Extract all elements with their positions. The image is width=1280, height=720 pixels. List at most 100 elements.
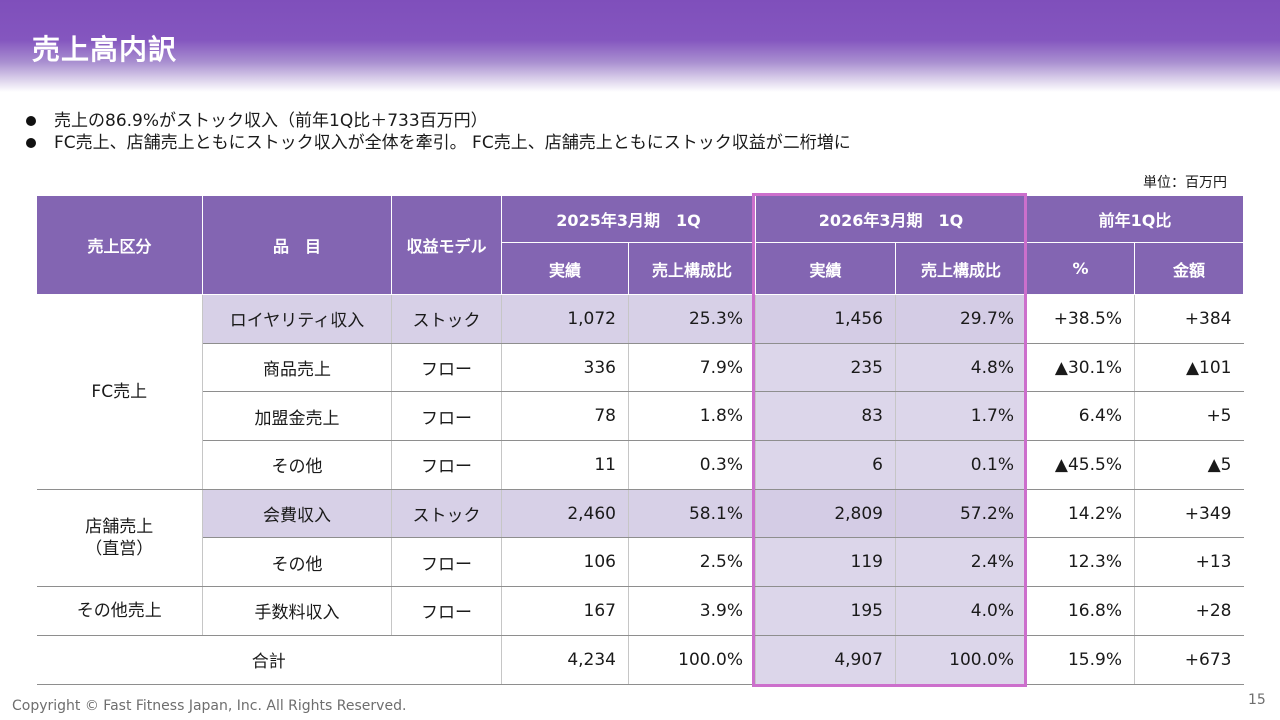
cur-actual-cell: 235 <box>755 343 896 393</box>
model-cell: フロー <box>391 537 502 588</box>
yoy-amount-cell: ▲101 <box>1134 343 1244 393</box>
model-cell: ストック <box>391 489 502 539</box>
title-bar: 売上高内訳 <box>0 0 1280 92</box>
header-cur-period: 2026年3月期 1Q <box>755 195 1027 243</box>
item-cell: ロイヤリティ収入 <box>202 294 392 344</box>
category-store-line2: （直営） <box>85 538 154 559</box>
copyright-footer: Copyright © Fast Fitness Japan, Inc. All… <box>12 698 407 714</box>
cur-actual-cell: 195 <box>755 586 896 636</box>
table-row: 商品売上 フロー 336 7.9% 235 4.8% ▲30.1% ▲101 <box>37 343 1244 393</box>
yoy-amount-cell: +5 <box>1134 391 1244 442</box>
prev-ratio-cell: 2.5% <box>628 537 756 588</box>
unit-label: 単位：百万円 <box>1143 175 1227 191</box>
page-title: 売上高内訳 <box>32 33 178 66</box>
header-item: 品 目 <box>202 195 392 295</box>
prev-ratio-cell: 58.1% <box>628 489 756 539</box>
cur-actual-cell: 119 <box>755 537 896 588</box>
yoy-pct-cell: +38.5% <box>1026 294 1135 344</box>
prev-ratio-cell: 7.9% <box>628 343 756 393</box>
cur-ratio-cell: 4.0% <box>895 586 1027 636</box>
item-cell: その他 <box>202 440 392 490</box>
cur-ratio-cell: 1.7% <box>895 391 1027 442</box>
item-cell: 会費収入 <box>202 489 392 539</box>
header-prev-period: 2025年3月期 1Q <box>501 195 756 243</box>
yoy-pct-cell: 14.2% <box>1026 489 1135 539</box>
prev-actual-cell: 1,072 <box>501 294 629 344</box>
yoy-pct-cell: ▲45.5% <box>1026 440 1135 490</box>
yoy-amount-cell: +13 <box>1134 537 1244 588</box>
prev-ratio-cell: 3.9% <box>628 586 756 636</box>
total-cur-ratio: 100.0% <box>895 635 1027 685</box>
bullet-item: FC売上、店舗売上ともにストック収入が全体を牽引。 FC売上、店舗売上ともにスト… <box>24 132 851 154</box>
prev-actual-cell: 11 <box>501 440 629 490</box>
model-cell: フロー <box>391 440 502 490</box>
category-fc: FC売上 <box>36 294 203 490</box>
cur-ratio-cell: 57.2% <box>895 489 1027 539</box>
cur-ratio-cell: 2.4% <box>895 537 1027 588</box>
bullet-dot-icon <box>26 138 36 148</box>
yoy-pct-cell: 16.8% <box>1026 586 1135 636</box>
header-prev-ratio: 売上構成比 <box>628 242 756 295</box>
prev-actual-cell: 336 <box>501 343 629 393</box>
table-row: FC売上 ロイヤリティ収入 ストック 1,072 25.3% 1,456 29.… <box>36 294 1244 490</box>
model-cell: ストック <box>391 294 502 344</box>
item-cell: その他 <box>202 537 392 588</box>
cur-actual-cell: 6 <box>755 440 896 490</box>
yoy-pct-cell: 12.3% <box>1026 537 1135 588</box>
total-yoy-amount: +673 <box>1134 635 1244 685</box>
category-store: 店舗売上 （直営） <box>36 489 203 588</box>
bullet-dot-icon <box>26 116 36 126</box>
cur-actual-cell: 83 <box>755 391 896 442</box>
total-yoy-pct: 15.9% <box>1026 635 1135 685</box>
header-yoy-pct: % <box>1026 242 1135 295</box>
table-row: 加盟金売上 フロー 78 1.8% 83 1.7% 6.4% +5 <box>37 391 1244 442</box>
item-cell: 手数料収入 <box>202 586 392 636</box>
header-cur-ratio: 売上構成比 <box>895 242 1027 295</box>
model-cell: フロー <box>391 586 502 636</box>
yoy-amount-cell: ▲5 <box>1134 440 1244 490</box>
item-cell: 商品売上 <box>202 343 392 393</box>
table-row: その他 フロー 106 2.5% 119 2.4% 12.3% +13 <box>37 537 1244 588</box>
prev-ratio-cell: 0.3% <box>628 440 756 490</box>
prev-ratio-cell: 1.8% <box>628 391 756 442</box>
cur-ratio-cell: 0.1% <box>895 440 1027 490</box>
model-cell: フロー <box>391 391 502 442</box>
yoy-pct-cell: ▲30.1% <box>1026 343 1135 393</box>
table-row: その他 フロー 11 0.3% 6 0.1% ▲45.5% ▲5 <box>37 440 1244 490</box>
total-prev-ratio: 100.0% <box>628 635 756 685</box>
yoy-amount-cell: +349 <box>1134 489 1244 539</box>
page-number: 15 <box>1248 692 1266 708</box>
table-row: その他売上 手数料収入 フロー 167 3.9% 195 4.0% 16.8% … <box>36 586 1244 636</box>
prev-actual-cell: 78 <box>501 391 629 442</box>
cur-ratio-cell: 29.7% <box>895 294 1027 344</box>
summary-bullets: 売上の86.9%がストック収入（前年1Q比＋733百万円） FC売上、店舗売上と… <box>24 110 851 154</box>
bullet-item: 売上の86.9%がストック収入（前年1Q比＋733百万円） <box>24 110 851 132</box>
sales-breakdown-table: 売上区分 品 目 収益モデル 2025年3月期 1Q 2026年3月期 1Q 前… <box>36 195 1244 685</box>
header-yoy: 前年1Q比 <box>1026 195 1244 243</box>
header-category: 売上区分 <box>36 195 203 295</box>
bullet-text: 売上の86.9%がストック収入（前年1Q比＋733百万円） <box>54 111 488 131</box>
prev-actual-cell: 2,460 <box>501 489 629 539</box>
total-label: 合計 <box>36 635 502 685</box>
yoy-amount-cell: +28 <box>1134 586 1244 636</box>
prev-actual-cell: 167 <box>501 586 629 636</box>
bullet-text: FC売上、店舗売上ともにストック収入が全体を牽引。 FC売上、店舗売上ともにスト… <box>54 133 851 153</box>
total-cur-actual: 4,907 <box>755 635 896 685</box>
yoy-amount-cell: +384 <box>1134 294 1244 344</box>
header-model: 収益モデル <box>391 195 502 295</box>
prev-ratio-cell: 25.3% <box>628 294 756 344</box>
total-prev-actual: 4,234 <box>501 635 629 685</box>
prev-actual-cell: 106 <box>501 537 629 588</box>
yoy-pct-cell: 6.4% <box>1026 391 1135 442</box>
cur-ratio-cell: 4.8% <box>895 343 1027 393</box>
cur-actual-cell: 1,456 <box>755 294 896 344</box>
category-store-line1: 店舗売上 <box>85 516 154 537</box>
item-cell: 加盟金売上 <box>202 391 392 442</box>
header-prev-actual: 実績 <box>501 242 629 295</box>
header-cur-actual: 実績 <box>755 242 896 295</box>
model-cell: フロー <box>391 343 502 393</box>
total-row: 合計 4,234 100.0% 4,907 100.0% 15.9% +673 <box>36 635 1244 685</box>
cur-actual-cell: 2,809 <box>755 489 896 539</box>
table-row: 店舗売上 （直営） 会費収入 ストック 2,460 58.1% 2,809 57.… <box>36 489 1244 588</box>
category-other: その他売上 <box>36 586 203 636</box>
